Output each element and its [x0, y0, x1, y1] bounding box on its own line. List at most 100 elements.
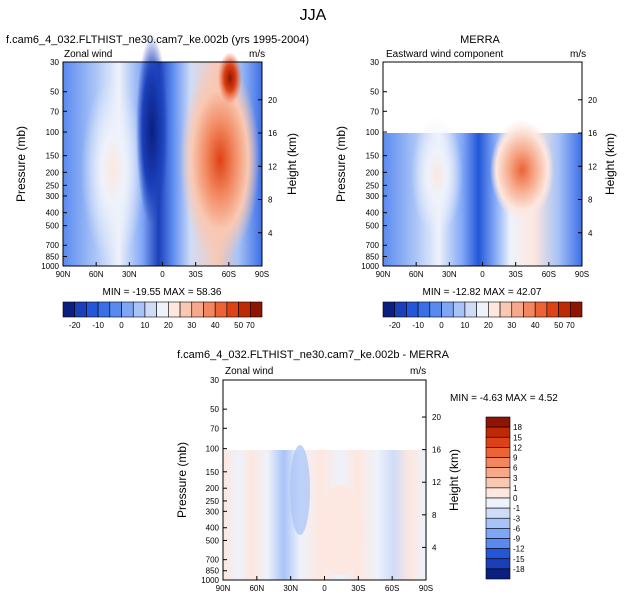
colorbar-label: 10 [140, 321, 149, 330]
panel2-ytick-label: 850 [366, 253, 380, 262]
colorbar-swatch [485, 548, 511, 560]
colorbar-swatch [523, 301, 536, 318]
colorbar-label: 40 [211, 321, 220, 330]
colorbar-label: 0 [439, 321, 444, 330]
colorbar-swatch [546, 301, 559, 318]
panel1-subtropical-jet-north [81, 78, 145, 262]
panel1-xtick-label: 90N [56, 270, 71, 279]
colorbar-label: -10 [412, 321, 424, 330]
colorbar-swatch [97, 301, 111, 318]
colorbar-swatch [62, 301, 76, 318]
colorbar-swatch [485, 497, 511, 509]
colorbar-label: -15 [513, 555, 525, 564]
panel2-plot-area [382, 61, 583, 267]
colorbar-label: 70 [246, 321, 255, 330]
panel3-y2tick-label: 16 [432, 446, 441, 455]
colorbar-label: 10 [460, 321, 469, 330]
panel3-ytick-label: 850 [206, 567, 220, 576]
colorbar-label: 0 [119, 321, 124, 330]
panel3-ytick-label: 300 [206, 507, 220, 516]
panel1-ytick-label: 50 [50, 88, 59, 97]
panel1-extrema: MIN = -19.55 MAX = 58.36 [103, 287, 222, 298]
panel2-y2tick-label: 4 [588, 229, 593, 238]
colorbar-merra: -20 -10 0 10 20 30 40 50 70 [382, 301, 583, 330]
colorbar-swatch [485, 507, 511, 519]
colorbar-swatch [74, 301, 87, 318]
panel3-xtick-label: 30N [283, 584, 298, 593]
panel2-ylabel: Pressure (mb) [334, 126, 348, 202]
panel3-xtick-label: 90S [419, 584, 433, 593]
colorbar-swatch [464, 301, 477, 318]
panel1-y2tick-label: 12 [268, 162, 277, 171]
colorbar-swatch [485, 426, 511, 438]
colorbar-label: 3 [513, 474, 518, 483]
colorbar-swatch [485, 416, 511, 428]
panel2-ytick-label: 50 [370, 88, 379, 97]
colorbar-swatch [394, 301, 407, 318]
panel1-ytick-label: 850 [46, 253, 60, 262]
panel3-extrema: MIN = -4.63 MAX = 4.52 [450, 393, 558, 404]
colorbar-label: -20 [389, 321, 401, 330]
colorbar-swatch [382, 301, 396, 318]
colorbar-swatch [485, 528, 511, 539]
panel2-ytick-label: 200 [366, 168, 380, 177]
panel1-ytick-label: 250 [46, 181, 60, 190]
panel2-ytick-label: 1000 [361, 262, 379, 271]
colorbar-model: -20 -10 0 10 20 30 40 50 70 [62, 301, 263, 330]
panel1-xtick-label: 0 [160, 270, 165, 279]
colorbar-swatch [452, 301, 466, 318]
panel2-title: MERRA [460, 34, 500, 46]
colorbar-label: 30 [187, 321, 196, 330]
panel2-y2tick-label: 16 [588, 129, 597, 138]
colorbar-swatch [132, 301, 146, 318]
panel3-units: m/s [410, 366, 426, 377]
panel3-ytick-label: 50 [210, 405, 219, 414]
panel2-subtropical-jet-north [411, 115, 463, 235]
panel2-y2tick-label: 8 [588, 196, 593, 205]
panel2-xtick-label: 0 [480, 270, 485, 279]
panel2-southern-jet [490, 120, 554, 220]
colorbar-label: 30 [507, 321, 516, 330]
colorbar-label: 18 [513, 423, 522, 432]
panel2-ytick-label: 250 [366, 181, 380, 190]
panel1-xtick-label: 90S [255, 270, 269, 279]
panel2-ytick-label: 500 [366, 222, 380, 231]
panel3-ytick-label: 250 [206, 497, 220, 506]
colorbar-label: 1 [513, 484, 518, 493]
panel1-units: m/s [249, 49, 265, 60]
colorbar-swatch [417, 301, 431, 318]
colorbar-swatch [485, 517, 511, 529]
panel2-xtick-label: 30N [442, 270, 457, 279]
colorbar-swatch [249, 301, 263, 318]
panel3-ytick-label: 200 [206, 484, 220, 493]
panel3-xtick-label: 0 [322, 584, 327, 593]
colorbar-swatch [569, 301, 583, 318]
panel2-ytick-label: 300 [366, 192, 380, 201]
colorbar-swatch [511, 301, 524, 318]
colorbar-label: 0 [513, 494, 518, 503]
colorbar-label: 50 [554, 321, 563, 330]
colorbar-swatch [429, 301, 442, 318]
panel2-xtick-label: 90S [575, 270, 589, 279]
colorbar-label: 50 [234, 321, 243, 330]
panel1-ytick-label: 70 [50, 107, 59, 116]
panel2-ytick-label: 700 [366, 241, 380, 250]
colorbar-swatch [485, 477, 511, 489]
panel2-extrema: MIN = -12.82 MAX = 42.07 [423, 287, 542, 298]
colorbar-swatch [485, 467, 511, 479]
panel3-positive-anomaly [318, 485, 362, 575]
colorbar-swatch [558, 301, 571, 318]
panel3-ytick-label: 500 [206, 536, 220, 545]
panel3-xtick-label: 60N [249, 584, 264, 593]
colorbar-label: -1 [513, 504, 521, 513]
panel3-ylabel: Pressure (mb) [175, 442, 189, 518]
panel2-variable-label: Eastward wind component [386, 49, 504, 60]
panel2-ytick-label: 30 [370, 58, 379, 67]
panel2-y2tick-label: 20 [588, 96, 597, 105]
colorbar-swatch [144, 301, 157, 318]
colorbar-swatch [488, 301, 501, 318]
panel1-y2tick-label: 20 [268, 96, 277, 105]
